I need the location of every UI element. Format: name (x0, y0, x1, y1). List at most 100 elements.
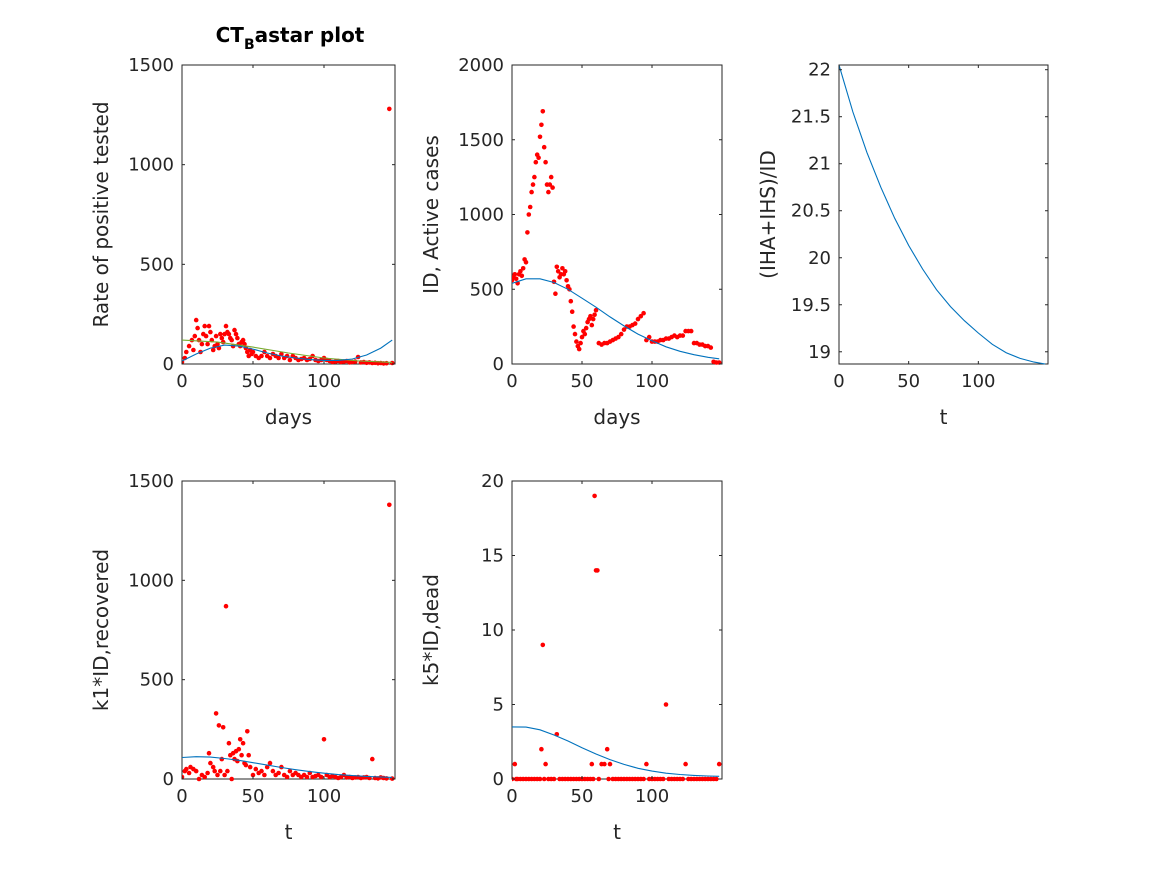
data-point (232, 327, 237, 333)
series-line (182, 339, 393, 363)
data-point (540, 109, 546, 114)
data-point (389, 360, 395, 366)
y-tick-label: 1500 (128, 55, 174, 76)
y-tick-label: 5 (493, 695, 504, 716)
data-point (646, 334, 652, 340)
data-point (708, 345, 714, 350)
y-tick-label: 500 (140, 254, 174, 275)
data-point (574, 339, 579, 344)
data-point (590, 776, 596, 782)
x-tick-label: 0 (506, 371, 517, 392)
series-line (512, 726, 720, 777)
y-tick-label: 0 (163, 354, 174, 375)
data-point (616, 334, 621, 340)
data-point (541, 144, 547, 150)
x-tick-label: 50 (242, 786, 265, 807)
data-point (193, 768, 199, 774)
data-point (203, 333, 209, 339)
data-point (602, 761, 607, 767)
x-tick-label: 50 (571, 786, 594, 807)
y-tick-label: 1000 (128, 570, 174, 591)
data-point (582, 331, 588, 337)
data-point (193, 317, 199, 323)
y-tick-label: 20 (808, 248, 831, 269)
x-tick-label: 0 (506, 786, 517, 807)
series-group (839, 64, 1046, 365)
data-point (223, 323, 229, 329)
data-point (267, 760, 273, 766)
x-tick-label: 0 (833, 371, 844, 392)
data-point (568, 298, 574, 304)
y-tick-label: 1500 (458, 130, 504, 151)
data-point (595, 568, 600, 573)
y-tick-label: 21.5 (791, 107, 831, 128)
data-point (202, 323, 207, 329)
data-point (520, 266, 526, 271)
data-point (529, 189, 534, 195)
data-point (287, 357, 293, 363)
data-point (588, 313, 593, 319)
y-tick-label: 10 (481, 620, 504, 641)
data-point (680, 776, 686, 782)
y-axis-label: ID, Active cases (419, 135, 443, 294)
x-tick-label: 100 (635, 786, 669, 807)
data-point (660, 776, 666, 782)
data-point (220, 339, 226, 345)
data-point (220, 725, 226, 730)
data-point (641, 776, 646, 782)
x-tick-label: 100 (307, 786, 341, 807)
data-point (590, 316, 596, 322)
x-tick-label: 50 (571, 371, 594, 392)
axes-box (838, 64, 1049, 365)
series-line (512, 278, 720, 360)
data-point (513, 276, 519, 282)
data-point (536, 155, 541, 160)
series-line (182, 756, 393, 778)
data-point (240, 740, 246, 746)
data-point (370, 756, 375, 762)
data-point (607, 761, 613, 767)
data-point (218, 331, 223, 337)
x-tick-label: 100 (635, 371, 669, 392)
data-point (210, 764, 216, 770)
data-point (583, 325, 589, 331)
data-point (239, 752, 244, 758)
y-tick-label: 500 (470, 279, 504, 300)
data-point (387, 502, 392, 508)
series-line (839, 64, 1046, 365)
data-point (250, 349, 256, 355)
data-point (205, 770, 210, 776)
y-tick-label: 22 (808, 60, 831, 81)
data-point (532, 174, 537, 180)
data-point (259, 353, 264, 359)
data-point (223, 603, 229, 609)
data-point (537, 776, 543, 782)
data-point (519, 273, 525, 279)
data-point (592, 312, 597, 318)
data-point (318, 774, 324, 780)
axes-box (181, 64, 396, 365)
y-tick-label: 20.5 (791, 201, 831, 222)
x-axis-label: days (593, 405, 640, 429)
data-point (547, 182, 553, 187)
data-point (246, 752, 251, 758)
data-point (571, 324, 576, 329)
data-point (216, 723, 222, 728)
data-point (512, 272, 518, 277)
data-point (219, 335, 225, 341)
data-point (284, 353, 290, 359)
data-point (236, 746, 242, 752)
subplot-iha-ihs-ratio: 0 50 100 19 19.5 20 20.5 21 21.5 22 t (IHA+IHS)/ID (756, 60, 1049, 429)
y-tick-label: 19.5 (791, 295, 831, 316)
data-point (562, 269, 568, 274)
chart-title: CTBastar plot (216, 23, 365, 53)
data-point (548, 174, 554, 180)
data-point (279, 351, 284, 357)
x-tick-label: 0 (176, 786, 187, 807)
data-point (196, 337, 202, 343)
data-point (539, 746, 544, 752)
data-point (512, 761, 518, 767)
y-tick-label: 0 (163, 769, 174, 790)
data-point (184, 349, 189, 355)
